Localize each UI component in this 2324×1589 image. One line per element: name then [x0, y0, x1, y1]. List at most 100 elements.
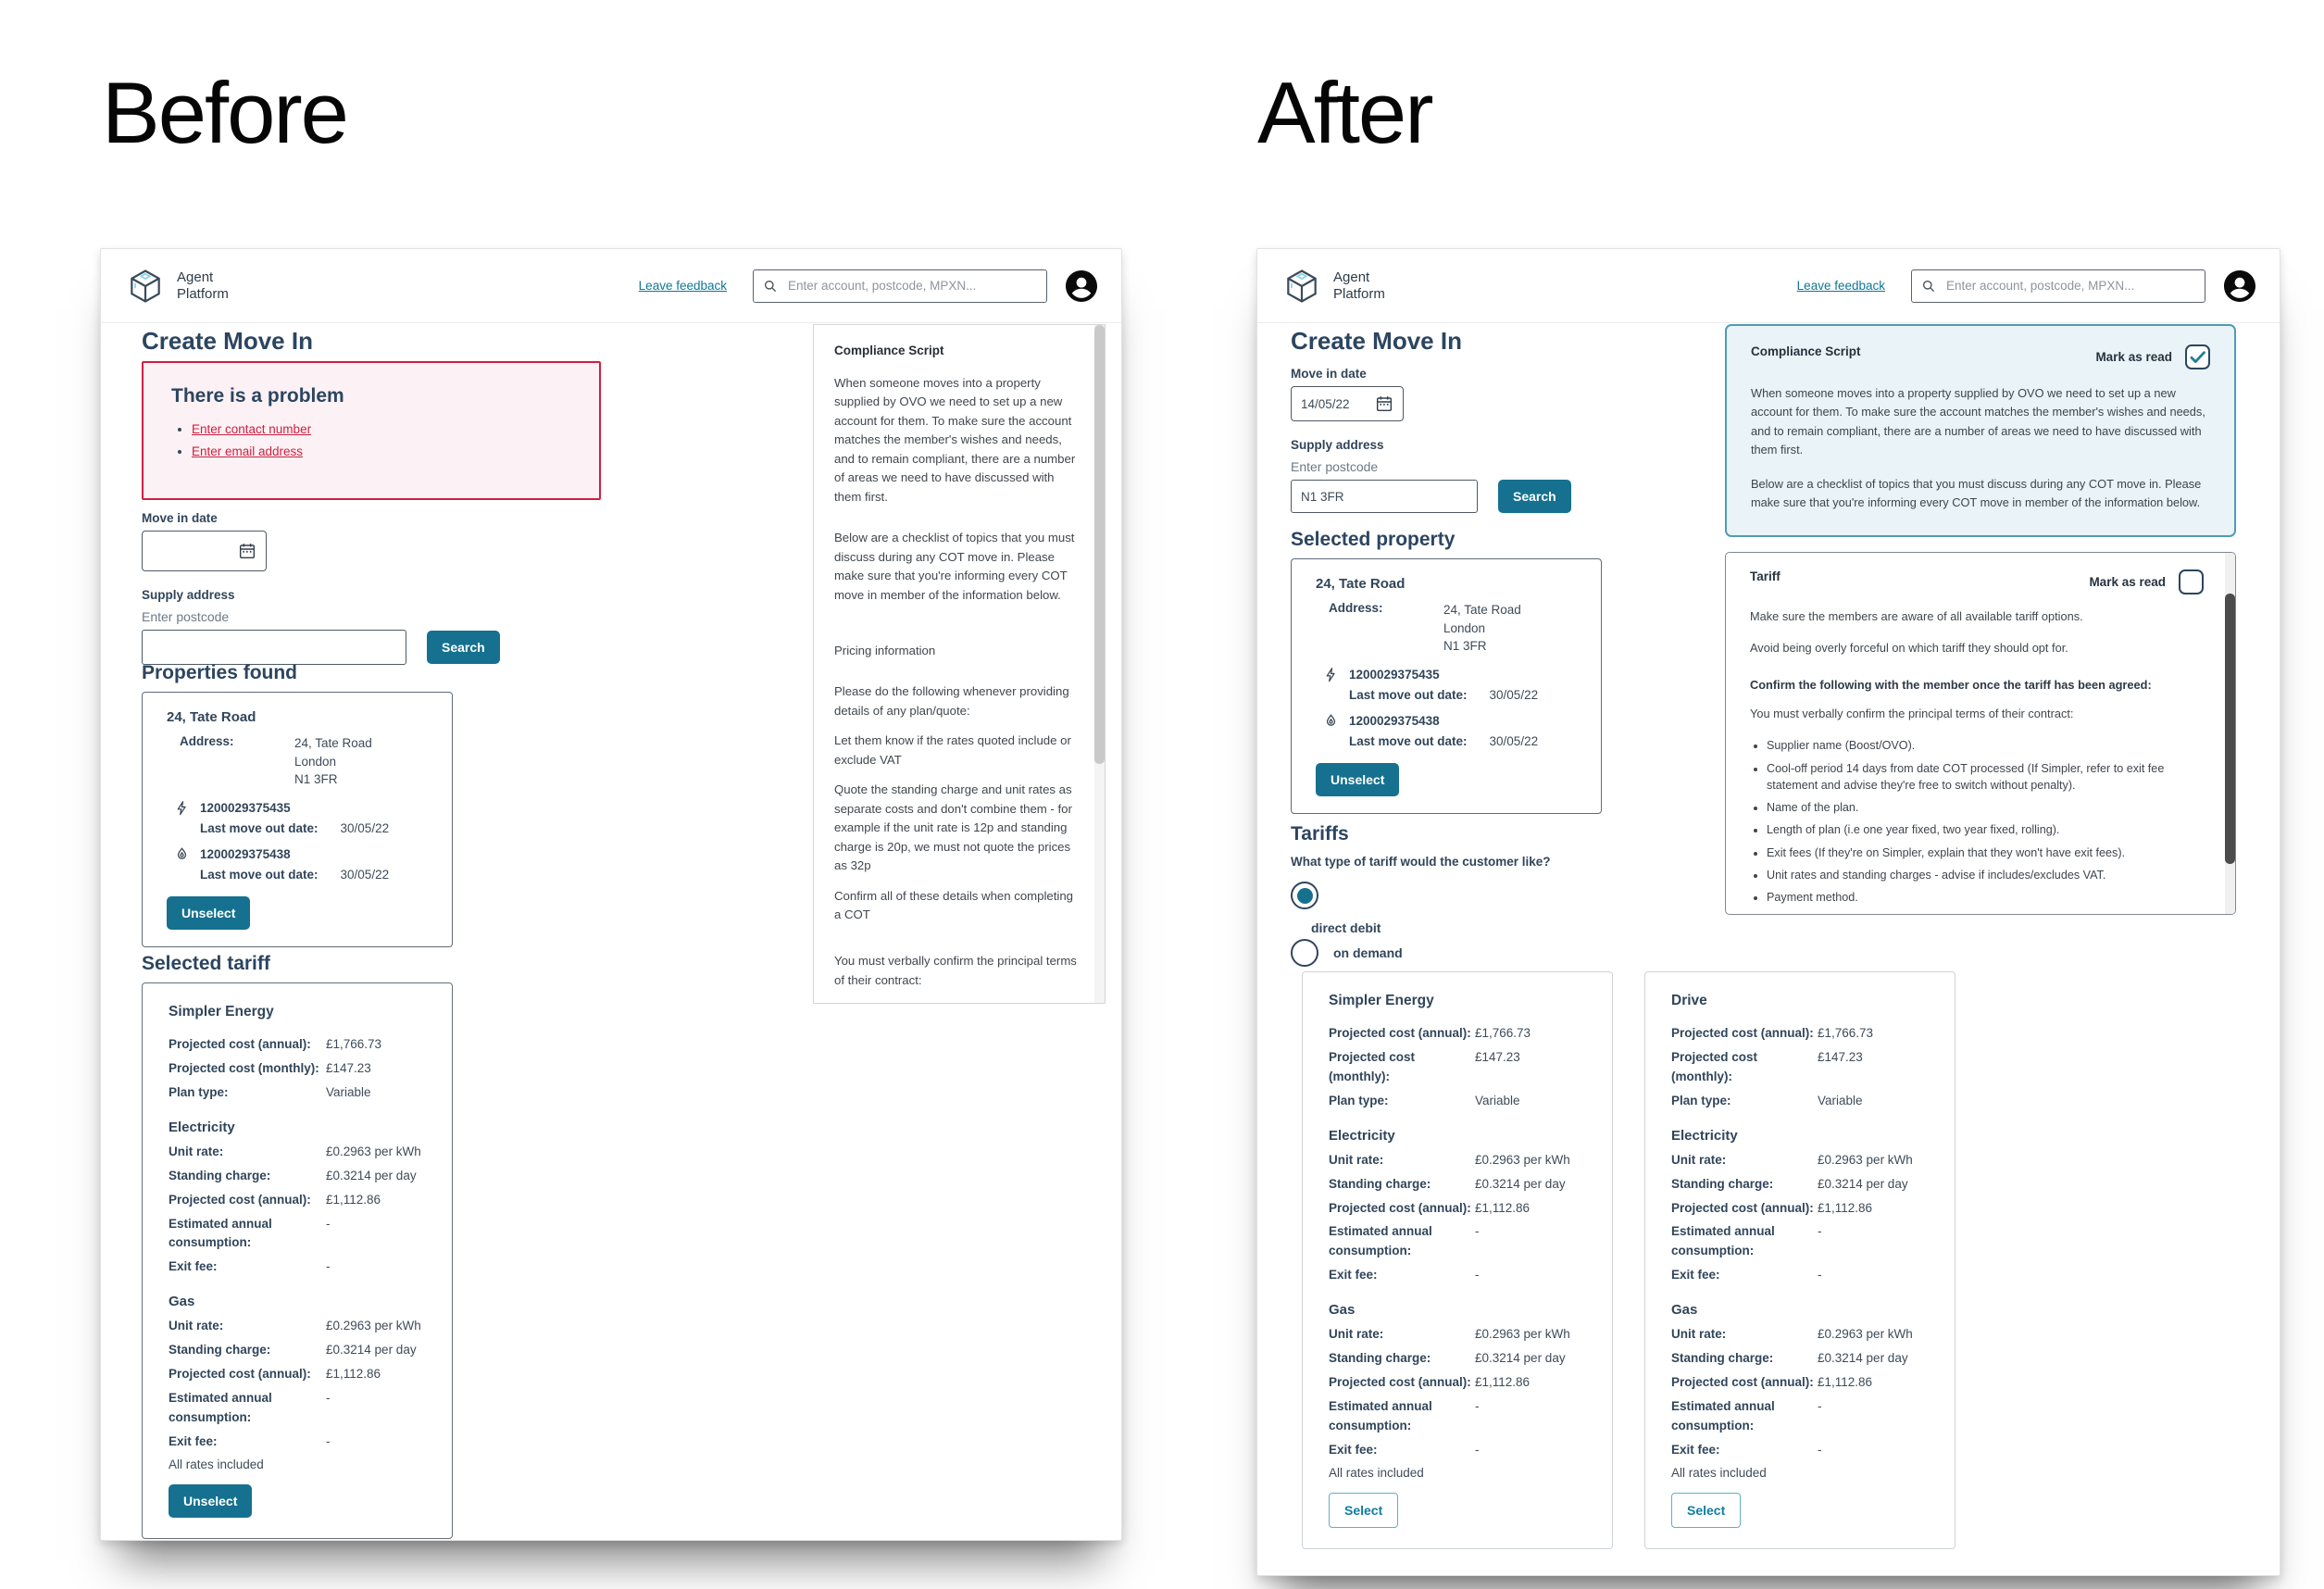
tariff-plan-cards: Simpler Energy Projected cost (annual): £…: [1302, 971, 1955, 1549]
page-title: Create Move In: [1291, 327, 1462, 355]
address-lines: 24, Tate Road London N1 3FR: [1443, 603, 1521, 654]
mark-as-read-checkbox-unchecked[interactable]: [2179, 569, 2204, 594]
gas-mpxn: 1200029375438: [200, 846, 291, 861]
all-rates-note: All rates included: [169, 1457, 264, 1471]
tariff-row: Projected cost (monthly): £147.23: [1329, 1049, 1520, 1083]
tariff-row: Standing charge: £0.3214 per day: [1329, 1176, 1566, 1191]
unselect-property-button[interactable]: Unselect: [1316, 762, 1400, 796]
compliance-paragraph: Please do the following whenever providi…: [834, 684, 1069, 718]
select-tariff-button[interactable]: Select: [1671, 1492, 1742, 1528]
tariff-row: Standing charge: £0.3214 per day: [169, 1343, 417, 1358]
select-tariff-button[interactable]: Select: [1329, 1492, 1399, 1528]
move-in-date-input[interactable]: [142, 531, 267, 571]
electricity-mpxn: 1200029375435: [1349, 667, 1440, 682]
gas-heading: Gas: [1671, 1302, 1698, 1319]
mark-as-read-checkbox-checked[interactable]: [2185, 344, 2210, 369]
compliance-title: Compliance Script: [1751, 344, 1861, 358]
tariff-row: Projected cost (monthly): £147.23: [1671, 1049, 1863, 1083]
all-rates-note: All rates included: [1671, 1465, 1767, 1480]
tariff-row: Estimated annual consumption: -: [169, 1391, 331, 1424]
scrollbar-thumb[interactable]: [1094, 325, 1105, 764]
unselect-tariff-button[interactable]: Unselect: [169, 1483, 253, 1518]
compliance-paragraph: Supplier name (Boost/OVO): [834, 1001, 1077, 1003]
compliance-paragraph: Pricing information: [834, 643, 936, 657]
compliance-paragraph: When someone moves into a property suppl…: [1751, 386, 2205, 457]
tariff-type-radio-on-demand[interactable]: [1291, 939, 1318, 967]
scrollbar-thumb[interactable]: [2225, 594, 2235, 864]
electricity-heading: Electricity: [1671, 1127, 1738, 1144]
electricity-heading: Electricity: [1329, 1127, 1395, 1144]
gas-icon: [177, 846, 187, 859]
move-in-date-input[interactable]: 14/05/22: [1291, 386, 1404, 421]
check-icon: [2190, 351, 2205, 363]
error-link-email-address[interactable]: Enter email address: [192, 444, 304, 458]
tariff-type-radio-direct-debit[interactable]: [1291, 882, 1318, 909]
gas-rows: Unit rate: £0.2963 per kWh Standing charge…: [169, 1317, 426, 1452]
tariff-row: Standing charge: £0.3214 per day: [169, 1168, 417, 1182]
page-title: Create Move In: [142, 327, 313, 355]
supply-address-label: Supply address: [142, 588, 235, 602]
postcode-input[interactable]: [1291, 480, 1478, 513]
property-name: 24, Tate Road: [1316, 576, 1406, 592]
tariff-row: Estimated annual consumption: -: [1329, 1398, 1480, 1433]
postcode-input[interactable]: [142, 630, 406, 665]
error-title: There is a problem: [171, 385, 344, 407]
tariff-checklist-item: Supplier name (Boost/OVO).: [1767, 737, 2204, 754]
error-link-contact-number[interactable]: Enter contact number: [192, 422, 312, 436]
app-header: Agent Platform Leave feedback: [101, 249, 1121, 323]
mark-as-read-label: Mark as read: [2095, 350, 2172, 364]
property-card: 24, Tate Road Address: 24, Tate Road Lon…: [142, 692, 453, 947]
tariff-row: Unit rate: £0.2963 per kWh: [1671, 1327, 1913, 1342]
tariff-checklist-item: Exit fees (If they're on Simpler, explai…: [1767, 845, 2204, 861]
plan-name: Drive: [1671, 993, 1707, 1008]
radio-label-on-demand: on demand: [1333, 945, 1403, 960]
calendar-icon[interactable]: [238, 542, 256, 560]
enter-postcode-label: Enter postcode: [1291, 459, 1379, 474]
electricity-heading: Electricity: [169, 1119, 235, 1135]
tariff-row: Estimated annual consumption: -: [1671, 1224, 1822, 1258]
tariff-summary-rows: Projected cost (annual): £1,766.73 Project…: [1671, 1024, 1929, 1111]
tariff-row: Standing charge: £0.3214 per day: [1671, 1351, 1908, 1366]
gas-mpxn: 1200029375438: [1349, 713, 1440, 728]
tariff-row: Estimated annual consumption: -: [1329, 1224, 1480, 1258]
tariff-row: Projected cost (annual): £1,766.73: [169, 1037, 382, 1051]
before-form-column: Create Move In There is a problem Enter …: [142, 327, 605, 665]
electricity-icon: [177, 800, 186, 815]
electricity-mpxn: 1200029375435: [200, 800, 291, 815]
tariff-row: Standing charge: £0.3214 per day: [1671, 1176, 1908, 1191]
compliance-paragraph: You must verbally confirm the principal …: [834, 954, 1077, 987]
all-rates-note: All rates included: [1329, 1465, 1424, 1480]
global-search[interactable]: [1911, 269, 2205, 303]
user-avatar[interactable]: [2224, 269, 2255, 302]
gas-rows: Unit rate: £0.2963 per kWh Standing charge…: [1329, 1325, 1586, 1460]
unselect-property-button[interactable]: Unselect: [167, 895, 251, 930]
global-search[interactable]: [753, 269, 1047, 303]
before-body: Create Move In There is a problem Enter …: [101, 323, 1121, 1540]
address-lines: 24, Tate Road London N1 3FR: [294, 736, 372, 787]
brand-name: Agent Platform: [177, 269, 229, 302]
user-avatar[interactable]: [1066, 269, 1097, 302]
error-item: Enter contact number: [192, 422, 571, 436]
plan-name: Simpler Energy: [169, 1004, 274, 1020]
leave-feedback-link[interactable]: Leave feedback: [638, 279, 727, 293]
tariff-checklist-item: This is a verbal contract.: [1767, 911, 2204, 914]
postcode-search-button[interactable]: Search: [427, 631, 500, 664]
compliance-script-panel: Compliance Script When someone moves int…: [813, 324, 1106, 1004]
search-input[interactable]: [786, 278, 1037, 294]
leave-feedback-link[interactable]: Leave feedback: [1796, 279, 1885, 293]
calendar-icon[interactable]: [1375, 394, 1393, 413]
postcode-search-button[interactable]: Search: [1498, 480, 1571, 513]
tariff-row: Projected cost (annual): £1,112.86: [1671, 1200, 1873, 1215]
tariff-row: Projected cost (annual): £1,766.73: [1671, 1026, 1874, 1040]
mark-as-read-label: Mark as read: [2089, 575, 2166, 589]
tariff-row: Exit fee: -: [1671, 1268, 1822, 1282]
radio-label-direct-debit: direct debit: [1311, 920, 1381, 935]
tariff-row: Projected cost (annual): £1,112.86: [169, 1192, 381, 1207]
search-input[interactable]: [1944, 278, 2195, 294]
tariffs-heading: Tariffs: [1291, 823, 1349, 845]
tariff-checklist-item: Unit rates and standing charges - advise…: [1767, 867, 2204, 883]
compliance-script-card: Compliance Script Mark as read When some…: [1725, 324, 2236, 537]
compliance-paragraph: Below are a checklist of topics that you…: [834, 531, 1075, 602]
agent-platform-logo-icon: [131, 269, 160, 303]
